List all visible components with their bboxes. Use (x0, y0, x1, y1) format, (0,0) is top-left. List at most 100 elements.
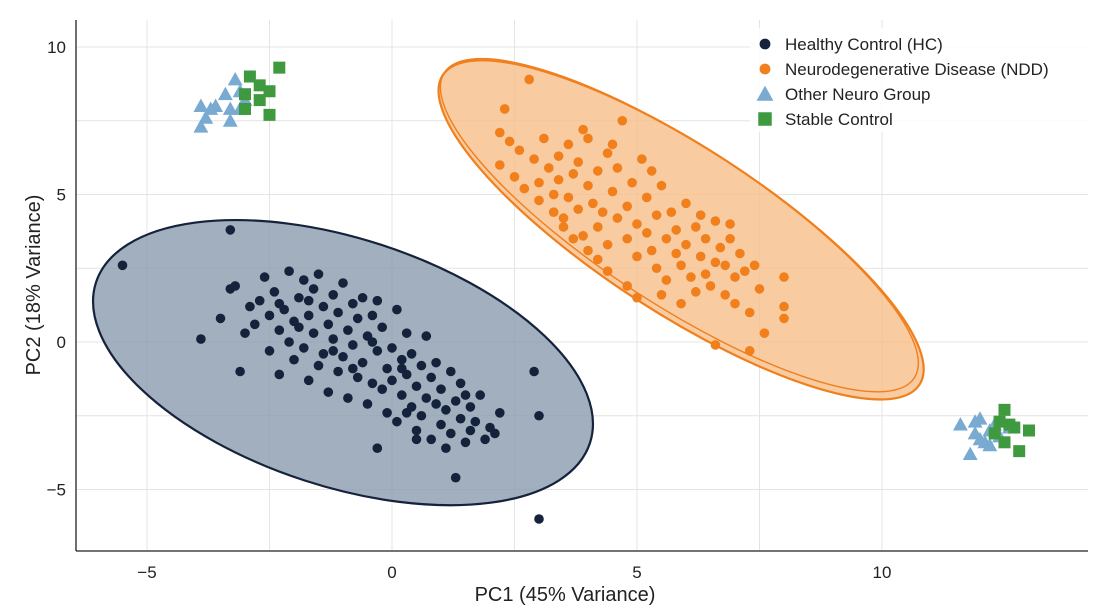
data-point-circle (215, 313, 226, 324)
data-point-circle (377, 322, 388, 333)
data-point-circle (431, 399, 441, 409)
data-point-circle (676, 260, 686, 271)
data-point-circle (583, 245, 593, 256)
data-point-circle (421, 331, 432, 341)
data-point-circle (691, 222, 701, 232)
data-point-circle (593, 254, 603, 265)
data-point-triangle (193, 98, 209, 112)
data-point-circle (700, 233, 711, 244)
data-point-circle (676, 298, 686, 309)
data-point-circle (362, 399, 373, 409)
data-point-circle (480, 434, 490, 445)
data-point-circle (602, 148, 613, 158)
data-point-circle (534, 177, 544, 188)
data-point-circle (299, 343, 309, 353)
data-point-circle (313, 360, 324, 371)
data-point-circle (671, 225, 681, 235)
data-point-circle (568, 233, 579, 244)
data-point-circle (534, 514, 544, 524)
data-point-circle (509, 172, 520, 182)
y-tick-label: 5 (57, 186, 66, 205)
data-point-circle (725, 233, 735, 244)
data-point-circle (671, 248, 681, 259)
data-point-circle (607, 139, 618, 150)
data-point-circle (661, 275, 672, 285)
data-points (117, 61, 1035, 524)
data-point-circle (426, 434, 437, 445)
data-point-circle (735, 248, 745, 259)
data-point-circle (495, 127, 505, 138)
data-point-circle (431, 357, 441, 368)
data-point-circle (333, 307, 343, 318)
data-point-circle (593, 222, 603, 232)
data-point-circle (259, 272, 270, 282)
data-point-circle (387, 343, 397, 353)
data-point-circle (749, 260, 760, 271)
data-point-circle (730, 272, 740, 282)
data-point-circle (308, 328, 319, 338)
data-point-circle (328, 290, 339, 300)
data-point-circle (274, 369, 285, 380)
data-point-circle (514, 145, 525, 156)
data-point-circle (519, 183, 530, 194)
x-axis-title: PC1 (45% Variance) (475, 584, 656, 606)
data-point-circle (602, 239, 613, 250)
data-point-circle (578, 124, 588, 135)
data-point-circle (627, 177, 637, 188)
data-point-circle (539, 133, 549, 144)
data-point-circle (397, 354, 407, 365)
data-point-circle (622, 281, 632, 291)
data-point-circle (612, 213, 623, 223)
data-point-circle (558, 213, 569, 223)
data-point-circle (490, 428, 500, 439)
y-tick-label: 10 (47, 38, 66, 57)
data-point-circle (656, 290, 667, 300)
data-point-triangle (972, 431, 988, 446)
data-point-square (263, 85, 276, 98)
legend-triangle-icon (756, 85, 774, 101)
data-point-triangle (962, 446, 978, 461)
data-point-circle (303, 310, 314, 321)
data-point-circle (303, 375, 314, 386)
data-point-circle (779, 313, 789, 324)
data-point-circle (504, 136, 515, 147)
data-point-circle (720, 260, 730, 271)
data-point-circle (274, 325, 285, 336)
data-point-triangle (222, 101, 238, 115)
data-point-square (988, 427, 1001, 440)
data-point-circle (617, 115, 628, 126)
data-point-circle (284, 266, 294, 277)
data-point-circle (294, 322, 304, 333)
data-point-circle (343, 325, 353, 336)
data-point-circle (274, 298, 285, 309)
data-point-circle (779, 272, 789, 282)
data-point-circle (343, 393, 353, 403)
data-point-circle (225, 225, 236, 235)
x-tick-labels: −5 0 5 10 (137, 563, 891, 582)
data-point-circle (411, 381, 422, 392)
data-point-circle (338, 351, 348, 362)
data-point-circle (455, 413, 466, 424)
data-point-circle (338, 278, 348, 288)
x-tick-label: 0 (387, 563, 396, 582)
data-point-circle (117, 260, 128, 271)
data-point-square (253, 94, 266, 107)
data-point-circle (299, 275, 309, 285)
data-point-circle (715, 242, 726, 253)
data-point-circle (460, 390, 471, 400)
data-point-circle (495, 408, 505, 418)
data-point-circle (651, 263, 662, 274)
data-point-circle (411, 425, 422, 436)
x-tick-label: 10 (873, 563, 892, 582)
data-point-circle (318, 301, 329, 312)
data-point-circle (573, 157, 583, 167)
data-point-circle (254, 295, 265, 306)
legend-box (750, 28, 1088, 132)
data-point-circle (563, 139, 574, 150)
data-point-circle (622, 201, 632, 212)
data-point-circle (588, 198, 598, 209)
data-point-circle (392, 416, 402, 427)
y-tick-label: −5 (47, 481, 66, 500)
data-point-circle (563, 192, 574, 203)
data-point-circle (460, 437, 471, 448)
